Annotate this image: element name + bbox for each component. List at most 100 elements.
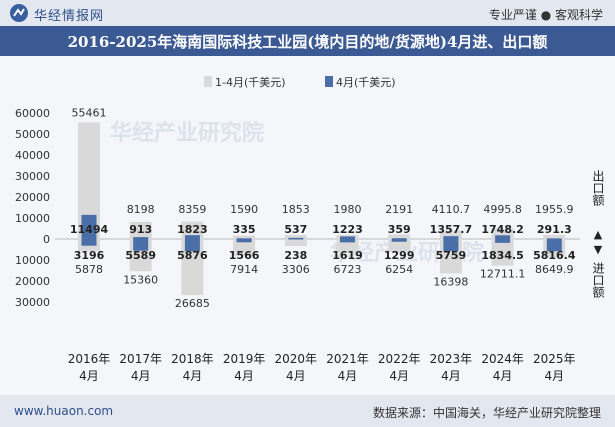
x-tick-label: 4月	[441, 369, 461, 383]
data-label-monthly-export: 359	[388, 223, 411, 236]
data-label-cumulative-import: 12711.1	[480, 268, 526, 281]
bar-monthly-export	[81, 214, 97, 239]
x-tick-label: 4月	[183, 369, 203, 383]
bar-cumulative-export	[388, 234, 411, 239]
bar-monthly-import	[495, 239, 511, 243]
bar-cumulative-export	[543, 234, 566, 239]
data-label-monthly-import: 1566	[229, 249, 260, 262]
data-label-cumulative-import: 15360	[123, 273, 158, 286]
data-label-monthly-import: 5876	[177, 249, 208, 262]
bar-monthly-import	[443, 239, 459, 252]
data-label-monthly-export: 1357.7	[430, 223, 472, 236]
bar-monthly-export	[288, 237, 304, 239]
data-label-monthly-import: 5589	[125, 249, 156, 262]
x-tick-label: 2023年	[430, 352, 473, 366]
data-label-monthly-export: 11494	[70, 223, 109, 236]
watermark-text: 华经产业研究院	[110, 120, 264, 146]
data-label-cumulative-import: 7914	[230, 263, 258, 276]
bar-cumulative-import	[181, 239, 204, 296]
legend-swatch-cumulative	[204, 76, 212, 87]
chart-title: 2016-2025年海南国际科技工业园(境内目的地/货源地)4月进、出口额	[67, 33, 548, 51]
x-tick-label: 4月	[79, 369, 99, 383]
bar-monthly-export	[236, 238, 252, 239]
top-bar: 华经情报网 专业严谨 ● 客观科学	[0, 0, 615, 26]
bar-monthly-import	[81, 239, 97, 246]
data-label-cumulative-export: 4995.8	[483, 203, 522, 216]
x-tick-label: 2021年	[326, 352, 369, 366]
y-tick-label: 0	[43, 233, 50, 246]
legend-label-monthly: 4月(千美元)	[336, 76, 396, 89]
data-label-monthly-import: 3196	[74, 249, 105, 262]
bar-cumulative-export	[181, 221, 204, 239]
x-tick-label: 4月	[131, 369, 151, 383]
data-label-monthly-import: 5816.4	[533, 249, 576, 262]
data-source: 数据来源：中国海关，华经产业研究院整理	[372, 406, 601, 420]
x-tick-label: 2018年	[171, 352, 214, 366]
data-label-monthly-import: 5759	[436, 249, 467, 262]
data-label-monthly-export: 291.3	[537, 223, 572, 236]
y-tick-label: 10000	[15, 212, 50, 225]
x-tick-label: 2017年	[119, 352, 162, 366]
x-tick-label: 2024年	[481, 352, 524, 366]
bar-monthly-export	[340, 236, 355, 239]
bar-cumulative-export	[78, 122, 100, 239]
y-tick-label: 30000	[15, 296, 50, 309]
x-tick-label: 2020年	[275, 352, 318, 366]
title-bar: 2016-2025年海南国际科技工业园(境内目的地/货源地)4月进、出口额	[0, 26, 615, 56]
bar-monthly-export	[495, 235, 511, 239]
x-tick-label: 4月	[338, 369, 358, 383]
bar-monthly-import	[546, 239, 562, 252]
right-arrow-up: ▲	[594, 228, 603, 241]
data-label-cumulative-import: 6723	[334, 263, 362, 276]
data-label-monthly-import: 1619	[332, 249, 363, 262]
data-label-cumulative-import: 3306	[282, 263, 310, 276]
site-name[interactable]: 华经情报网	[34, 9, 105, 24]
data-label-cumulative-export: 8359	[178, 203, 206, 216]
logo-icon	[10, 4, 28, 22]
data-label-cumulative-export: 2191	[385, 203, 413, 216]
right-label-export: 出口额	[591, 170, 605, 207]
slogan: 专业严谨 ● 客观科学	[488, 8, 603, 22]
y-tick-label: 20000	[15, 191, 50, 204]
bar-monthly-import	[340, 239, 355, 243]
x-tick-label: 4月	[286, 369, 306, 383]
x-tick-label: 2016年	[68, 352, 111, 366]
data-label-monthly-import: 1299	[384, 249, 415, 262]
data-label-monthly-export: 335	[233, 223, 256, 236]
legend-swatch-monthly	[325, 76, 333, 87]
x-tick-label: 4月	[544, 369, 564, 383]
data-label-cumulative-export: 1980	[334, 203, 362, 216]
x-tick-label: 2022年	[378, 352, 421, 366]
y-tick-label: 30000	[15, 170, 50, 183]
data-label-monthly-export: 1223	[332, 223, 363, 236]
bar-monthly-export	[391, 238, 407, 239]
right-arrow-down: ▼	[594, 243, 603, 256]
data-label-cumulative-import: 16398	[433, 275, 468, 288]
bar-cumulative-export	[233, 235, 256, 239]
data-label-cumulative-export: 8198	[127, 203, 155, 216]
right-label-import: 进口额	[591, 262, 605, 299]
data-label-cumulative-export: 1853	[282, 203, 310, 216]
bar-cumulative-import	[336, 239, 359, 254]
website-link[interactable]: www.huaon.com	[14, 404, 114, 418]
x-tick-label: 2019年	[223, 352, 266, 366]
bar-monthly-import	[236, 239, 252, 243]
y-tick-label: 50000	[15, 128, 50, 141]
footer-bar: www.huaon.com 数据来源：中国海关，华经产业研究院整理	[0, 395, 615, 427]
bar-monthly-export	[184, 235, 200, 239]
bar-cumulative-export	[439, 230, 462, 239]
bar-cumulative-import	[388, 239, 411, 253]
data-label-cumulative-import: 5878	[75, 263, 103, 276]
bar-monthly-export	[443, 236, 459, 239]
data-label-cumulative-import: 8649.9	[535, 263, 574, 276]
bar-monthly-export	[546, 238, 562, 239]
bar-cumulative-export	[129, 221, 152, 239]
y-tick-label: 10000	[15, 254, 50, 267]
legend-label-cumulative: 1-4月(千美元)	[215, 76, 286, 89]
y-tick-label: 20000	[15, 275, 50, 288]
data-label-monthly-export: 1823	[177, 223, 208, 236]
bar-monthly-export	[133, 237, 149, 239]
x-tick-label: 4月	[493, 369, 513, 383]
bar-cumulative-import	[491, 239, 514, 266]
